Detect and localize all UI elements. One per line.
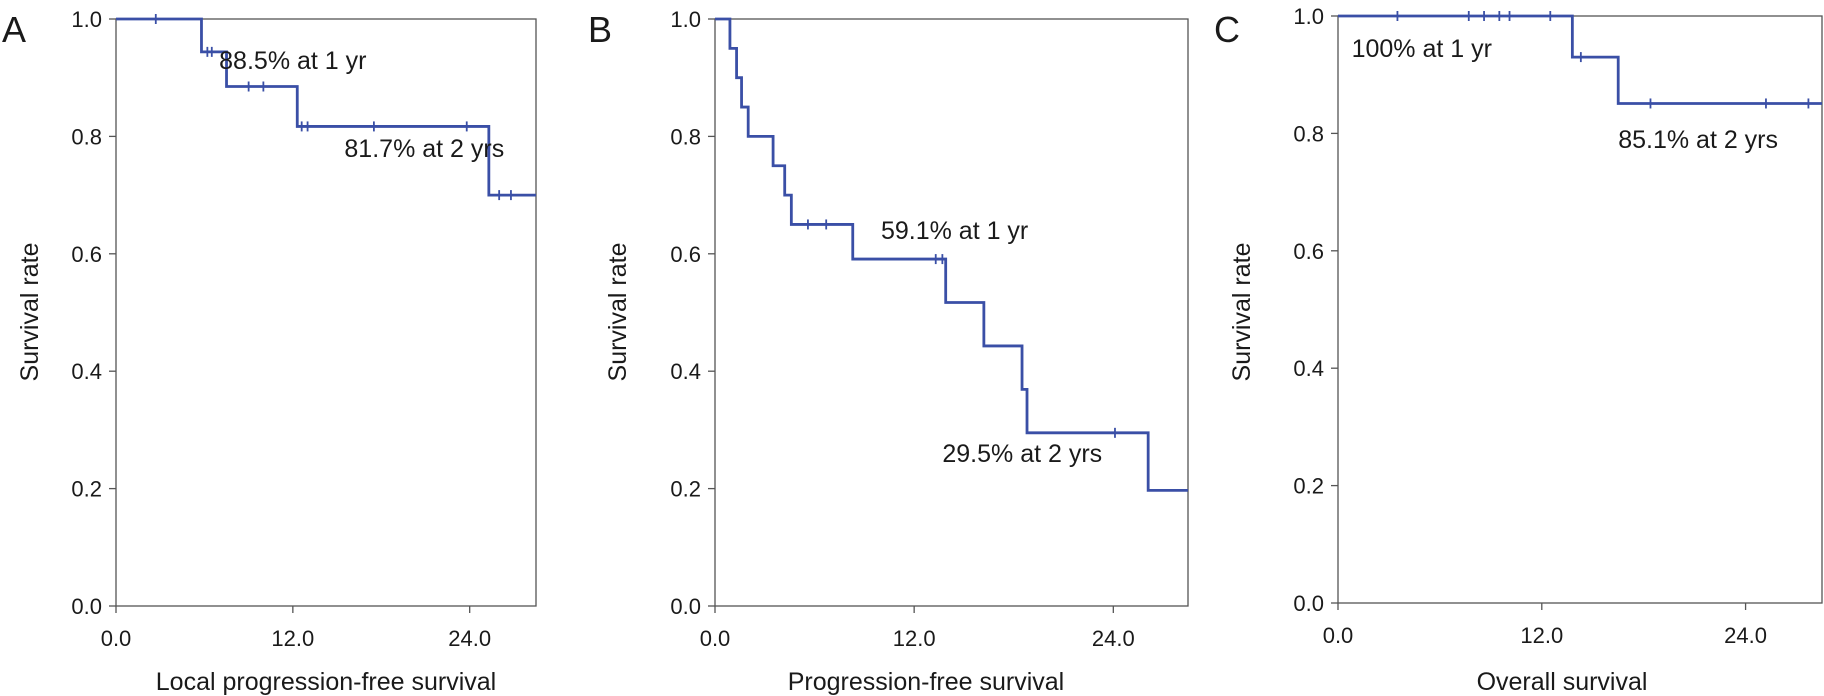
panel-letter-c: C xyxy=(1214,9,1240,50)
x-tick-label-c-0: 0.0 xyxy=(1323,623,1354,648)
x-tick-label-a-1: 12.0 xyxy=(271,626,314,651)
survival-curve-c xyxy=(1338,14,1822,105)
x-tick-label-c-1: 12.0 xyxy=(1520,623,1563,648)
panel-a: A Survival rate Local progression-free s… xyxy=(2,7,537,696)
plot-frame-b xyxy=(714,18,1189,607)
annotation-a-0: 88.5% at 1 yr xyxy=(219,47,366,75)
y-tick-label-a-0: 0.0 xyxy=(71,594,102,619)
plot-frame-c xyxy=(1337,15,1823,604)
plot-frame-a xyxy=(115,18,537,607)
y-tick-label-b-2: 0.4 xyxy=(670,359,701,384)
y-tick-label-b-5: 1.0 xyxy=(670,7,701,32)
y-axis-title-c: Survival rate xyxy=(1228,243,1256,382)
y-tick-label-b-4: 0.8 xyxy=(670,124,701,149)
x-axis-title-a: Local progression-free survival xyxy=(156,668,496,696)
y-tick-label-b-1: 0.2 xyxy=(670,477,701,502)
y-tick-label-c-0: 0.0 xyxy=(1293,591,1324,616)
y-axis-title-b: Survival rate xyxy=(604,243,632,382)
y-tick-label-b-3: 0.6 xyxy=(670,242,701,267)
survival-curve-a xyxy=(116,17,536,197)
x-axis-title-b: Progression-free survival xyxy=(788,668,1065,696)
y-tick-label-c-4: 0.8 xyxy=(1293,121,1324,146)
annotation-c-0: 100% at 1 yr xyxy=(1352,35,1492,63)
annotation-b-1: 29.5% at 2 yrs xyxy=(942,440,1102,468)
x-tick-label-b-1: 12.0 xyxy=(893,626,936,651)
panel-letter-a: A xyxy=(2,9,26,50)
y-tick-label-c-1: 0.2 xyxy=(1293,474,1324,499)
y-tick-label-c-2: 0.4 xyxy=(1293,356,1324,381)
y-tick-label-a-3: 0.6 xyxy=(71,242,102,267)
y-tick-label-a-1: 0.2 xyxy=(71,477,102,502)
x-tick-label-c-2: 24.0 xyxy=(1724,623,1767,648)
y-tick-label-c-3: 0.6 xyxy=(1293,239,1324,264)
y-tick-label-c-5: 1.0 xyxy=(1293,4,1324,29)
y-tick-label-a-4: 0.8 xyxy=(71,124,102,149)
y-axis-title-a: Survival rate xyxy=(16,243,44,382)
panel-b: B Survival rate Progression-free surviva… xyxy=(588,7,1189,696)
y-tick-label-b-0: 0.0 xyxy=(670,594,701,619)
x-tick-label-a-2: 24.0 xyxy=(448,626,491,651)
annotation-a-1: 81.7% at 2 yrs xyxy=(344,135,504,163)
annotation-b-0: 59.1% at 1 yr xyxy=(881,217,1028,245)
y-tick-label-a-5: 1.0 xyxy=(71,7,102,32)
x-tick-label-b-2: 24.0 xyxy=(1092,626,1135,651)
y-tick-label-a-2: 0.4 xyxy=(71,359,102,384)
panel-letter-b: B xyxy=(588,9,612,50)
x-tick-label-a-0: 0.0 xyxy=(101,626,132,651)
x-tick-label-b-0: 0.0 xyxy=(700,626,731,651)
x-axis-title-c: Overall survival xyxy=(1477,668,1648,696)
annotation-c-1: 85.1% at 2 yrs xyxy=(1618,126,1778,154)
panel-c: C Survival rate Overall survival 0.0 0.2 0… xyxy=(1214,4,1823,696)
survival-curve-b xyxy=(715,17,1188,492)
